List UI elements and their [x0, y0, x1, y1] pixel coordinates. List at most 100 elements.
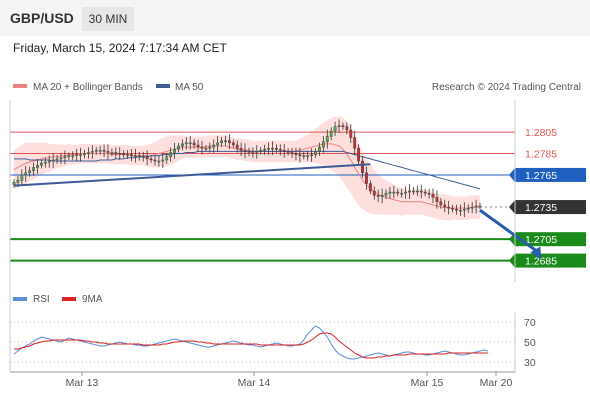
rsi-panel: 70 50 30 [10, 317, 536, 369]
candle-body [337, 125, 341, 127]
candle-body [71, 155, 75, 157]
candle [361, 155, 364, 178]
time-tick-0: Mar 13 [66, 372, 98, 389]
candle [286, 148, 290, 156]
candle [462, 202, 466, 218]
candle [259, 147, 263, 155]
candle-body [63, 156, 67, 159]
rsi-ma-legend-swatch [62, 297, 76, 301]
candle [427, 188, 431, 199]
candle [220, 136, 223, 147]
candle-body [43, 161, 47, 164]
candle-body [263, 149, 267, 151]
candle-body [321, 141, 325, 148]
candle-body [180, 143, 184, 147]
candle [169, 147, 173, 162]
price-legend: MA 20 + Bollinger Bands MA 50 Research ©… [13, 82, 581, 93]
candle [415, 185, 419, 197]
level-label: 1.2735 [525, 202, 557, 214]
candle [372, 186, 376, 200]
candle [106, 144, 110, 160]
candle-body [255, 151, 259, 153]
candle-body [310, 154, 314, 156]
candle [196, 139, 200, 153]
candle-body [247, 151, 251, 153]
candle-body [396, 191, 400, 194]
candle-body [133, 155, 137, 157]
candle [32, 162, 35, 176]
candle [333, 121, 337, 137]
candle [122, 150, 126, 158]
candle-body [415, 190, 419, 193]
candle [455, 204, 458, 215]
candle-body [294, 153, 298, 155]
candle [341, 122, 345, 130]
bollinger-band [14, 116, 480, 221]
trend-line [13, 163, 371, 187]
candle-body [368, 183, 372, 192]
candle-body [408, 190, 411, 193]
rsi-ma-line [14, 332, 488, 359]
candle-body [278, 149, 282, 151]
credit-text: Research © 2024 Trading Central [432, 82, 581, 93]
candle-body [20, 174, 24, 181]
candle-body [380, 195, 384, 197]
candle-body [67, 155, 71, 157]
candle [216, 135, 220, 152]
candle [192, 139, 196, 149]
candle [90, 145, 94, 159]
candle [227, 134, 231, 150]
candle-body [16, 180, 20, 183]
level-last-3: 1.2735 [480, 200, 586, 215]
candle-body [431, 194, 435, 198]
candle-body [145, 156, 149, 160]
candle-body [118, 153, 122, 155]
candle [282, 144, 286, 158]
candle-body [87, 152, 90, 154]
candle-body [83, 153, 86, 155]
candle [184, 137, 188, 150]
rsi-line [13, 325, 488, 360]
candle-body [122, 153, 126, 155]
level-support-4: 1.2705 [10, 232, 586, 247]
candle [318, 142, 321, 156]
candle [224, 135, 227, 146]
candle [87, 147, 90, 159]
candle [423, 188, 427, 197]
candle [177, 142, 180, 153]
candle [365, 166, 368, 190]
candle-body [55, 158, 59, 161]
candle-body [149, 158, 153, 161]
candle [94, 147, 98, 155]
candle [459, 204, 462, 216]
candle [380, 188, 384, 204]
candle-body [200, 146, 204, 149]
candle-body [212, 144, 216, 148]
candle-body [392, 191, 396, 194]
candle [290, 148, 294, 158]
candle [412, 187, 415, 195]
ma50-legend-label: MA 50 [175, 82, 204, 93]
candle-body [208, 146, 212, 149]
candle [157, 155, 161, 167]
candle-body [400, 192, 404, 195]
candle-body [412, 190, 415, 193]
candle-body [231, 142, 235, 146]
candle-body [384, 192, 388, 196]
candle-body [419, 190, 423, 193]
candle-body [24, 172, 28, 176]
candle [400, 188, 404, 198]
candle [321, 136, 325, 153]
candle-body [79, 154, 82, 156]
candle [63, 150, 67, 165]
timeframe-button[interactable]: 30 MIN [82, 7, 134, 31]
candle-body [94, 150, 98, 152]
candle [329, 127, 333, 141]
candle [75, 148, 79, 162]
candle [180, 139, 184, 151]
candle [439, 197, 443, 209]
candle-body [220, 140, 223, 144]
level-tag [515, 232, 586, 247]
candle [404, 186, 407, 199]
candle-body [286, 151, 290, 153]
